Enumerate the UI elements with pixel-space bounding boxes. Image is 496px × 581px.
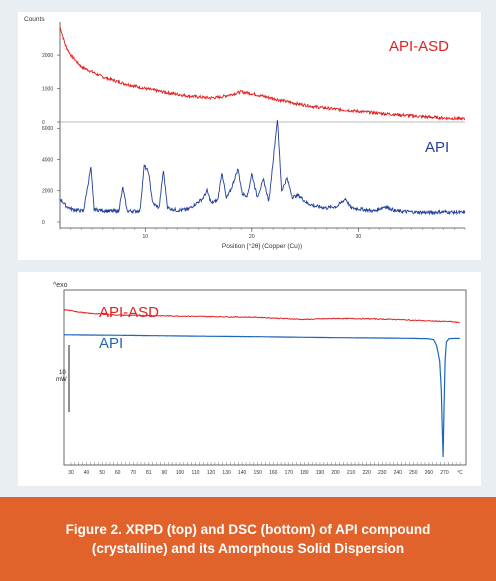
dsc-x-tick-label: 180 — [300, 470, 309, 476]
dsc-x-tick-label: 100 — [176, 470, 185, 476]
xrpd-top-y-tick-label: 0 — [42, 120, 45, 126]
caption-line-2: (crystalline) and its Amorphous Solid Di… — [91, 541, 405, 556]
xrpd-bottom-y-tick-label: 2000 — [42, 189, 53, 195]
xrpd-series-api-line — [59, 119, 466, 216]
xrpd-x-tick-label: 10 — [142, 234, 148, 240]
xrpd-top-y-ticks: 0 1000 2000 — [42, 53, 60, 126]
dsc-scale-bar-label: 10 mW — [56, 370, 67, 383]
dsc-series-api-line — [64, 334, 460, 458]
dsc-scale-bar-label-part: mW — [56, 377, 67, 383]
xrpd-panel-background — [18, 12, 481, 260]
dsc-x-tick-label: 210 — [347, 470, 356, 476]
xrpd-bottom-y-tick-label: 6000 — [42, 126, 53, 132]
dsc-x-tick-label: 110 — [191, 470, 199, 476]
xrpd-legend-api: API — [425, 139, 449, 156]
xrpd-legend-api-asd: API-ASD — [389, 38, 449, 55]
dsc-x-tick-label: 250 — [409, 470, 418, 476]
xrpd-bottom-y-tick-label: 0 — [42, 220, 45, 226]
dsc-x-tick-label: 160 — [269, 470, 278, 476]
dsc-x-tick-label: 220 — [362, 470, 371, 476]
xrpd-x-ticks: 10 20 30 — [59, 228, 466, 240]
caption-line-1: Figure 2. XRPD (top) and DSC (bottom) of… — [65, 522, 431, 537]
dsc-series-api-asd-line — [63, 308, 460, 324]
xrpd-x-axis-label: Position [°2θ] (Copper (Cu)) — [222, 242, 302, 250]
dsc-plot-frame — [63, 289, 467, 466]
xrpd-x-tick-label: 30 — [356, 234, 362, 240]
dsc-x-tick-label: 130 — [222, 470, 231, 476]
xrpd-bottom-y-ticks: 0 2000 4000 6000 — [42, 126, 60, 226]
dsc-x-tick-label: 90 — [162, 470, 168, 476]
xrpd-top-y-tick-label: 1000 — [42, 86, 53, 92]
xrpd-series-api-asd-line — [59, 26, 466, 121]
dsc-x-tick-label: 200 — [331, 470, 340, 476]
dsc-legend-api-asd: API-ASD — [99, 304, 159, 321]
dsc-x-tick-label: 260 — [425, 470, 434, 476]
figure-caption: Figure 2. XRPD (top) and DSC (bottom) of… — [0, 497, 496, 581]
xrpd-y-axis-label: Counts — [24, 16, 45, 23]
dsc-x-tick-label: 240 — [394, 470, 403, 476]
xrpd-bottom-y-tick-label: 4000 — [42, 157, 53, 163]
dsc-x-tick-label: 30 — [68, 470, 74, 476]
figure-svg: Counts 0 1000 2000 0 2000 4000 6000 10 20 30 AP… — [18, 12, 481, 486]
dsc-x-ticks: 30 40 50 60 70 81 90 100 110 120 130 140 150 160 170 18… — [68, 462, 463, 476]
xrpd-top-y-tick-label: 2000 — [42, 53, 53, 59]
dsc-y-axis-label: ^exo — [53, 282, 68, 289]
dsc-x-tick-label: 150 — [254, 470, 263, 476]
dsc-x-tick-label: 140 — [238, 470, 247, 476]
dsc-x-tick-label: 60 — [115, 470, 121, 476]
dsc-x-tick-label: 230 — [378, 470, 387, 476]
dsc-x-tick-label: 170 — [285, 470, 294, 476]
dsc-x-tick-label: 50 — [99, 470, 105, 476]
xrpd-x-tick-label: 20 — [249, 234, 255, 240]
dsc-legend-api: API — [99, 335, 123, 352]
dsc-x-tick-label: 190 — [316, 470, 325, 476]
dsc-x-tick-label: 81 — [146, 470, 152, 476]
dsc-x-tick-label: 40 — [84, 470, 90, 476]
dsc-x-tick-label: °C — [457, 470, 463, 476]
dsc-scale-bar-label-part: 10 — [59, 370, 66, 376]
dsc-x-tick-label: 70 — [130, 470, 136, 476]
dsc-x-tick-label: 270 — [440, 470, 449, 476]
dsc-x-tick-label: 120 — [207, 470, 216, 476]
dsc-panel-background — [18, 272, 481, 486]
